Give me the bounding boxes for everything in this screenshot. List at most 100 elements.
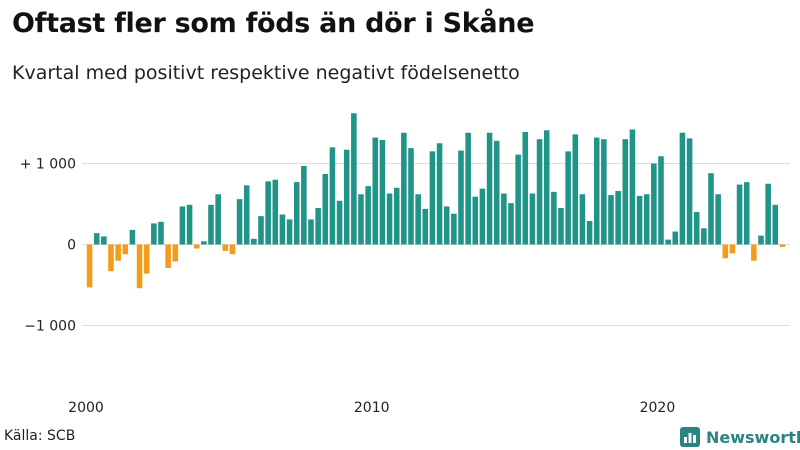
bar [758,235,764,245]
bar [551,191,557,245]
bar [729,244,736,254]
bar [272,179,279,245]
bar [558,208,564,245]
bar [708,173,714,245]
bar [408,148,414,245]
bar [565,151,571,245]
bar [201,241,207,245]
bar [279,214,286,245]
bar [336,200,343,245]
bars [86,113,786,289]
bar [101,236,107,245]
bar [151,223,157,245]
bar [672,231,679,245]
source-label: Källa: SCB [4,428,76,444]
bar [186,204,193,245]
bar-chart-logo-icon [680,427,700,447]
bar [308,219,314,245]
bar [486,132,493,245]
bar [322,174,329,245]
bar [193,244,200,249]
bar [158,221,164,245]
x-axis-ticks: 2000 2010 2020 [68,400,675,416]
bar [765,183,771,245]
bar [86,244,93,288]
bar [572,134,579,245]
bar [722,244,729,259]
bar [143,244,150,274]
bar [429,151,436,245]
bar [658,156,664,245]
bar [643,194,650,245]
bar [772,204,779,245]
bar [401,132,407,245]
bar [208,204,214,245]
bar [165,244,171,268]
bar [115,244,121,261]
bar [372,137,379,245]
bar [422,208,429,245]
bar [579,194,586,245]
bar [743,182,750,245]
bar [686,138,693,245]
x-tick-label: 2020 [640,400,676,416]
bar [493,140,500,245]
bar [343,149,350,245]
bar [479,188,486,245]
x-tick-label: 2000 [68,400,104,416]
bar [93,233,100,245]
bar [543,130,550,245]
newsworthy-logo[interactable]: Newsworthy [680,425,800,449]
bar [393,187,400,245]
bar [443,206,450,245]
bar [651,163,657,245]
bar [172,244,179,262]
bar [693,212,700,245]
bar [472,196,479,245]
bar [129,229,136,245]
chart-subtitle: Kvartal med positivt respektive negativt… [12,62,520,84]
bar [243,185,250,245]
y-tick-label: −1 000 [24,319,76,335]
bar [529,193,536,245]
bar [451,213,457,245]
bar [265,181,271,245]
bar [329,147,336,245]
y-tick-label: + 1 000 [20,157,76,173]
bar [615,191,621,245]
bar [458,150,464,245]
bar [415,194,421,245]
bar [779,244,786,247]
chart-title: Oftast fler som föds än dör i Skåne [12,8,535,39]
bar [465,132,471,245]
bar [236,199,243,245]
bar [501,193,507,245]
bar [386,193,393,245]
bar [365,186,371,245]
bar [593,137,600,245]
bar [536,139,543,245]
bar [508,203,514,245]
y-tick-label: 0 [67,238,76,254]
bar [136,244,143,289]
bar [293,182,300,245]
bar [601,139,607,245]
bar [701,228,707,245]
bar [351,113,357,245]
brand-name: Newsworthy [706,427,800,447]
bar [251,238,257,245]
bar [622,139,629,245]
bar [286,219,293,245]
bar [315,208,321,245]
bar [608,195,614,245]
bar [215,194,221,245]
bar [679,132,686,245]
bar [258,216,264,245]
bar [122,244,129,255]
x-tick-label: 2010 [354,400,390,416]
bar [179,206,186,245]
grid-lines [82,163,790,326]
bar [436,143,443,245]
bar [222,244,229,251]
